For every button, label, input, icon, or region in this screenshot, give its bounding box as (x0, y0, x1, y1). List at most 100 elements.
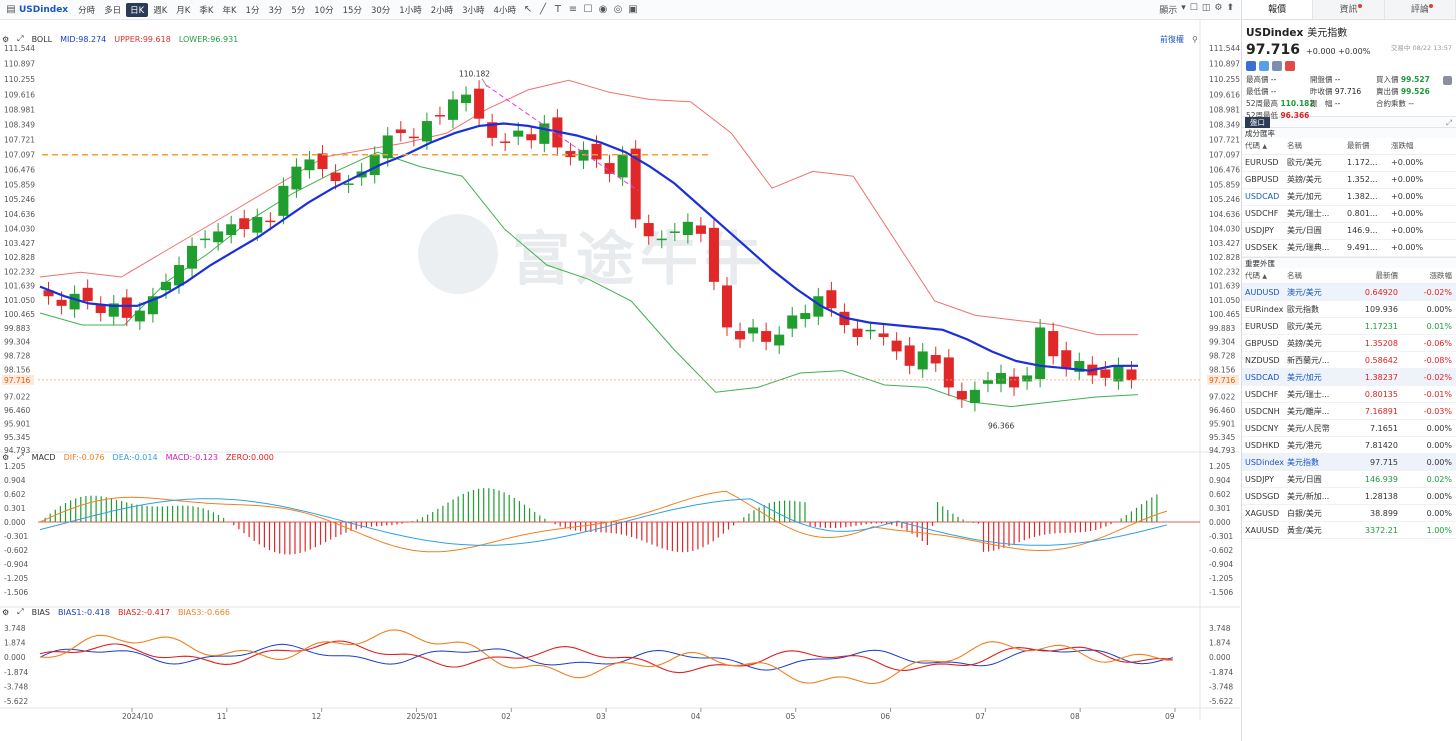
display-menu[interactable]: 顯示 (1159, 6, 1178, 16)
col-price[interactable]: 最新價 (1344, 267, 1402, 284)
period-tab[interactable]: 3分 (268, 5, 283, 16)
settings-icon[interactable]: ⚙ (2, 607, 10, 617)
table-row[interactable]: EURUSD 歐元/美元 1.17231 0.01% (1242, 317, 1456, 335)
eye-icon[interactable]: ◉ (598, 4, 608, 15)
visible-icon[interactable]: ◎ (613, 4, 623, 15)
period-tab[interactable]: 週K (153, 5, 168, 16)
col-price[interactable]: 最新價 (1344, 138, 1388, 155)
fib-tool-icon[interactable]: ≡ (568, 4, 578, 15)
macd-name[interactable]: MACD (31, 452, 56, 462)
sort-icon[interactable]: ▲ (1262, 143, 1268, 151)
table-row[interactable]: USDSGD 美元/新加... 1.28138 0.00% (1242, 487, 1456, 505)
col-change[interactable]: 漲跌幅 (1402, 267, 1456, 284)
table-row[interactable]: USDCNY 美元/人民幣 7.1651 0.00% (1242, 419, 1456, 437)
zoom-icon[interactable]: ⚲ (1192, 35, 1198, 44)
sort-icon[interactable]: ▲ (1262, 272, 1268, 280)
price-tick-label: 95.345 (4, 433, 30, 442)
period-tab[interactable]: 季K (199, 5, 214, 16)
collapse-icon[interactable]: ⤢ (17, 607, 24, 616)
period-tab[interactable]: 1小時 (399, 5, 422, 16)
text-tool-icon[interactable]: T (554, 4, 562, 15)
period-tab[interactable]: 多日 (104, 5, 122, 16)
period-tab[interactable]: 15分 (342, 5, 362, 16)
cell-name: 美元/瑞典... (1284, 239, 1344, 257)
collapse-icon[interactable]: ⤢ (17, 452, 24, 461)
cell-price: 3372.21 (1344, 521, 1402, 539)
layout-icon[interactable]: ☐ (1189, 3, 1198, 13)
order-book-tab[interactable]: 盤口 (1245, 117, 1270, 128)
period-tab[interactable]: 4小時 (493, 5, 516, 16)
table-row[interactable]: EURindex 歐元指數 109.936 0.00% (1242, 300, 1456, 318)
period-tab[interactable]: 1分 (245, 5, 260, 16)
table-row[interactable]: XAGUSD 白銀/美元 38.899 0.00% (1242, 504, 1456, 522)
table-row[interactable]: USDCHF 美元/瑞士... 0.801... +0.00% (1242, 205, 1456, 223)
period-tab[interactable]: 分時 (78, 5, 96, 16)
chart-area[interactable]: 富途牛牛 111.544 111.544 110.897 110.897 110.255… (0, 20, 1240, 741)
period-tab[interactable]: 5分 (291, 5, 306, 16)
expand-icon[interactable]: ⤢ (1446, 118, 1452, 127)
period-tab[interactable]: 日K (126, 2, 149, 17)
table-row[interactable]: USDHKD 美元/港元 7.81420 0.00% (1242, 436, 1456, 454)
tab-comments[interactable]: 評論 (1385, 0, 1456, 19)
collapse-icon[interactable]: ⤢ (17, 34, 24, 43)
lock-icon[interactable] (1443, 76, 1452, 85)
table-row[interactable]: GBPUSD 英鎊/美元 1.352... +0.00% (1242, 171, 1456, 189)
col-code[interactable]: 代碼 ▲ (1242, 267, 1284, 284)
menu-icon[interactable]: ▤ (6, 4, 16, 15)
adjust-toggle[interactable]: 前復權 ⚲ (1160, 35, 1198, 44)
period-tab[interactable]: 2小時 (430, 5, 454, 16)
table-row[interactable]: AUDUSD 澳元/美元 0.64920 -0.02% (1242, 283, 1456, 301)
col-name[interactable]: 名稱 (1284, 138, 1344, 155)
price-tick-label: 108.349 (1209, 121, 1240, 130)
table-row[interactable]: USDCNH 美元/離岸... 7.16891 -0.03% (1242, 402, 1456, 420)
chevron-down-icon[interactable]: ▾ (1181, 3, 1186, 13)
boll-header: ⚙ ⤢ BOLL MID:98.274 UPPER:99.618 LOWER:9… (2, 34, 238, 44)
notification-dot (1357, 4, 1362, 8)
boll-name[interactable]: BOLL (31, 34, 53, 44)
boll-upper: UPPER:99.618 (114, 34, 171, 44)
price-tick-label: 111.544 (1209, 44, 1240, 53)
table-row[interactable]: USDJPY 美元/日圓 146.939 0.02% (1242, 470, 1456, 488)
period-tab[interactable]: 10分 (314, 5, 334, 16)
table-row[interactable]: XAUUSD 黃金/美元 3372.21 1.00% (1242, 521, 1456, 539)
candle-body (434, 115, 445, 117)
price-tick-label: 98.728 (4, 352, 30, 361)
chart-canvas[interactable]: 111.544 111.544 110.897 110.897 110.255 110.2… (0, 20, 1240, 741)
chart-icon[interactable] (1246, 61, 1256, 71)
bias-name[interactable]: BIAS (31, 607, 50, 617)
table-row[interactable]: USDCAD 美元/加元 1.382... +0.00% (1242, 188, 1456, 206)
col-code[interactable]: 代碼 ▲ (1242, 138, 1284, 155)
col-name[interactable]: 名稱 (1284, 267, 1344, 284)
settings-icon[interactable]: ⚙ (2, 34, 10, 44)
table-row[interactable]: USDCHF 美元/瑞士... 0.80135 -0.01% (1242, 385, 1456, 403)
period-tab[interactable]: 3小時 (462, 5, 485, 16)
favorite-icon[interactable] (1285, 61, 1295, 71)
table-row[interactable]: GBPUSD 英鎊/美元 1.35208 -0.06% (1242, 334, 1456, 352)
tab-quote[interactable]: 報價 (1242, 0, 1314, 19)
settings-icon[interactable]: ⚙ (1214, 3, 1223, 13)
table-row[interactable]: USDindex 美元指數 97.715 0.00% (1242, 453, 1456, 471)
trash-icon[interactable]: ▣ (628, 4, 638, 15)
symbol-label[interactable]: USDindex (19, 4, 69, 15)
draw-line-icon[interactable]: ╱ (539, 4, 546, 15)
table-row[interactable]: USDCAD 美元/加元 1.38237 -0.02% (1242, 368, 1456, 386)
shape-tool-icon[interactable]: ☐ (583, 4, 593, 15)
tab-news[interactable]: 資訊 (1313, 0, 1385, 19)
period-tab[interactable]: 30分 (370, 5, 391, 16)
col-change[interactable]: 漲跌幅 (1388, 138, 1456, 155)
pin-icon[interactable]: ⬆ (1226, 3, 1234, 13)
settings-icon[interactable]: ⚙ (2, 452, 10, 462)
share-icon[interactable] (1259, 61, 1269, 71)
cursor-icon[interactable]: ↖ (523, 4, 533, 15)
table-row[interactable]: USDSEK 美元/瑞典... 9.491... +0.00% (1242, 239, 1456, 257)
period-tab[interactable]: 年K (222, 5, 237, 16)
table-row[interactable]: USDJPY 美元/日圓 146.9... +0.00% (1242, 222, 1456, 240)
price-tick-label: 104.636 (4, 210, 35, 219)
table-row[interactable]: NZDUSD 新西蘭元/... 0.58642 -0.08% (1242, 351, 1456, 369)
quote-name: 美元指數 (1307, 28, 1348, 39)
period-tab[interactable]: 月K (176, 5, 191, 16)
price-tick-label: 105.859 (4, 180, 35, 189)
split-icon[interactable]: ◫ (1201, 3, 1211, 13)
table-row[interactable]: EURUSD 歐元/美元 1.172... +0.00% (1242, 154, 1456, 172)
note-icon[interactable] (1272, 61, 1282, 71)
